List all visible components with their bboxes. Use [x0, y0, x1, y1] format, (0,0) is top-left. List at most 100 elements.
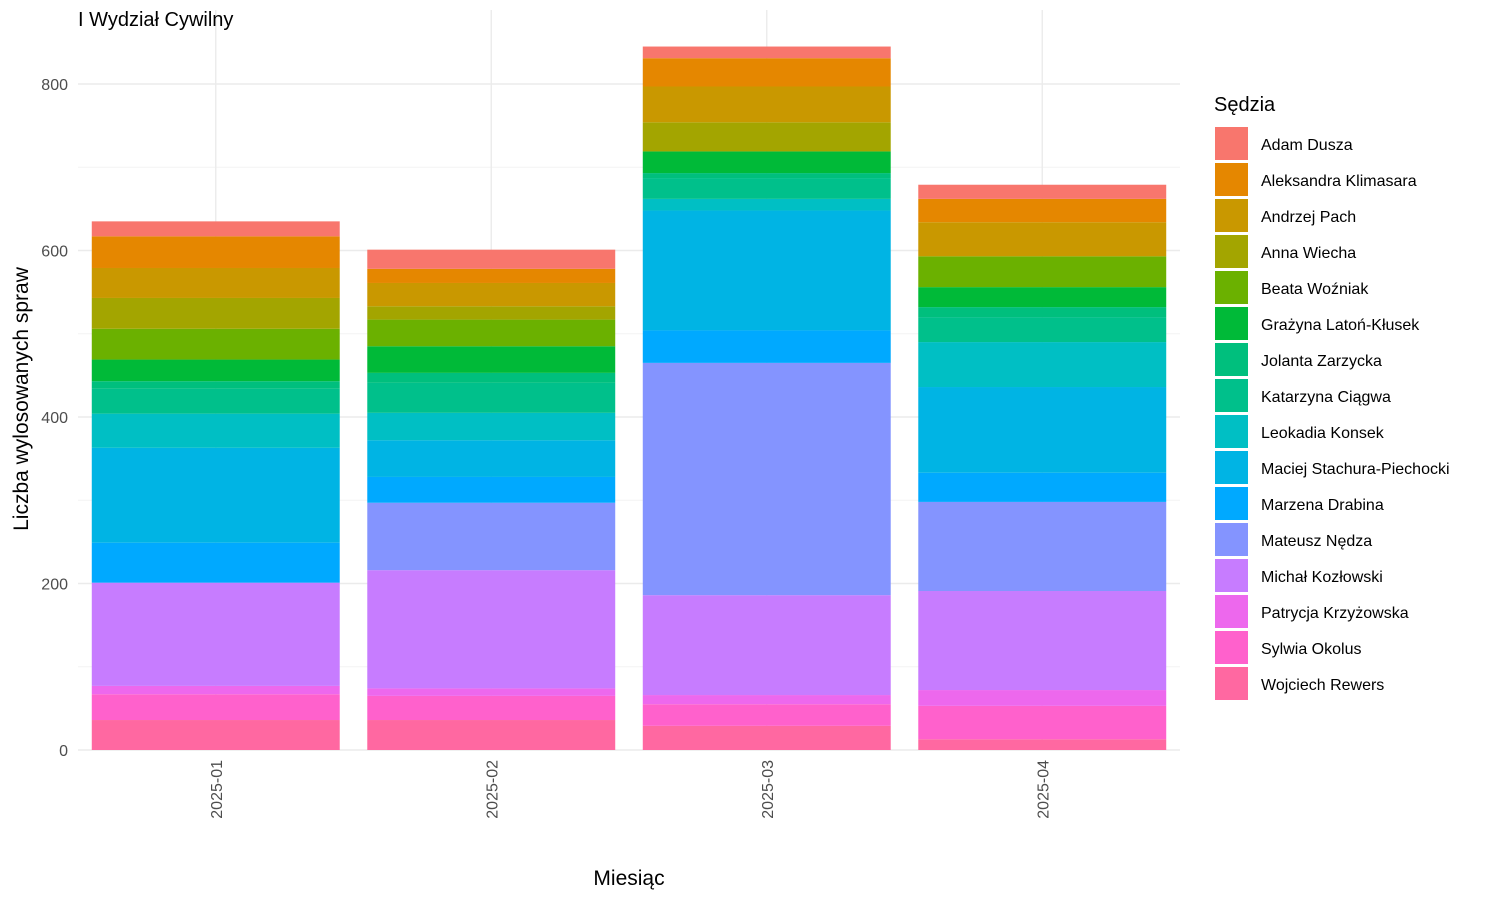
bar-segment — [918, 590, 1167, 691]
legend-swatch — [1215, 127, 1248, 160]
x-tick-label: 2025-02 — [484, 760, 501, 819]
legend-item: Maciej Stachura-Piechocki — [1215, 451, 1450, 484]
legend-item: Michał Kozłowski — [1215, 559, 1383, 592]
bar-segment — [642, 725, 891, 750]
legend-swatch — [1215, 523, 1248, 556]
bar-segment — [91, 413, 340, 448]
bar-segment — [91, 359, 340, 382]
bar-segment — [91, 542, 340, 583]
chart-title: I Wydział Cywilny — [78, 9, 233, 31]
legend-item: Aleksandra Klimasara — [1215, 163, 1417, 196]
legend-item: Katarzyna Ciągwa — [1215, 379, 1391, 412]
legend-label: Patrycja Krzyżowska — [1261, 605, 1409, 622]
bar-segment — [367, 476, 616, 503]
legend-label: Katarzyna Ciągwa — [1261, 389, 1391, 406]
bar-segment — [367, 440, 616, 477]
legend-swatch — [1215, 487, 1248, 520]
bar-segment — [642, 198, 891, 211]
bar-segment — [91, 236, 340, 268]
legend-item: Wojciech Rewers — [1215, 667, 1384, 700]
bar-segment — [642, 704, 891, 726]
bar-stack-2025-02 — [367, 249, 616, 750]
legend-label: Beata Woźniak — [1261, 281, 1369, 298]
legend-items: Adam Dusza Aleksandra Klimasara Andrzej Pa… — [1215, 127, 1450, 700]
bar-segment — [91, 328, 340, 360]
legend-swatch — [1215, 559, 1248, 592]
bar-segment — [918, 705, 1167, 740]
legend-label: Anna Wiecha — [1261, 245, 1356, 262]
legend-item: Leokadia Konsek — [1215, 415, 1385, 448]
bar-segment — [367, 346, 616, 373]
legend-swatch — [1215, 271, 1248, 304]
legend-item: Sylwia Okolus — [1215, 631, 1361, 664]
legend-label: Leokadia Konsek — [1261, 425, 1385, 442]
y-tick-label: 600 — [41, 244, 68, 261]
legend-label: Mateusz Nędza — [1261, 533, 1372, 550]
legend-label: Michał Kozłowski — [1261, 569, 1383, 586]
x-tick-label: 2025-03 — [760, 760, 777, 819]
bar-segment — [642, 86, 891, 123]
bar-segment — [91, 720, 340, 750]
legend-item: Adam Dusza — [1215, 127, 1353, 160]
bar-segment — [367, 268, 616, 283]
bar-segment — [642, 210, 891, 331]
bar-segment — [367, 688, 616, 696]
legend-swatch — [1215, 163, 1248, 196]
bar-segment — [367, 720, 616, 750]
x-tick-label: 2025-04 — [1035, 760, 1052, 819]
legend-swatch — [1215, 235, 1248, 268]
bar-segment — [918, 222, 1167, 257]
bar-segment — [918, 472, 1167, 502]
bar-segment — [918, 307, 1167, 318]
y-tick-label: 400 — [41, 410, 68, 427]
bar-segment — [91, 582, 340, 686]
x-axis-title: Miesiąc — [593, 867, 664, 890]
bar-segment — [918, 287, 1167, 308]
bar-segment — [367, 412, 616, 441]
legend-swatch — [1215, 631, 1248, 664]
bar-segment — [642, 362, 891, 596]
bar-segment — [91, 381, 340, 389]
legend-swatch — [1215, 451, 1248, 484]
y-tick-label: 0 — [59, 743, 68, 760]
bar-segment — [918, 690, 1167, 706]
bar-segment — [918, 387, 1167, 473]
legend-item: Anna Wiecha — [1215, 235, 1356, 268]
y-tick-label: 800 — [41, 77, 68, 94]
legend-item: Mateusz Nędza — [1215, 523, 1372, 556]
bar-segment — [91, 388, 340, 414]
legend-label: Jolanta Zarzycka — [1261, 353, 1382, 370]
y-tick-label: 200 — [41, 577, 68, 594]
legend-item: Andrzej Pach — [1215, 199, 1356, 232]
bar-segment — [918, 256, 1167, 288]
bar-segment — [642, 173, 891, 179]
bar-stack-2025-03 — [642, 46, 891, 750]
x-axis-ticks: 2025-01 2025-02 2025-03 2025-04 — [209, 760, 1053, 819]
legend-label: Maciej Stachura-Piechocki — [1261, 461, 1450, 478]
legend-title: Sędzia — [1214, 94, 1276, 116]
legend-swatch — [1215, 415, 1248, 448]
legend: Sędzia Adam Dusza Aleksandra Klimasara And… — [1214, 94, 1450, 700]
bar-segment — [918, 501, 1167, 591]
bar-segment — [918, 739, 1167, 750]
bar-segment — [642, 178, 891, 199]
bar-segment — [642, 695, 891, 705]
bar-segment — [918, 184, 1167, 199]
legend-label: Marzena Drabina — [1261, 497, 1384, 514]
bar-segment — [91, 694, 340, 721]
legend-swatch — [1215, 595, 1248, 628]
bar-segment — [367, 372, 616, 383]
bar-segment — [367, 249, 616, 269]
bar-segment — [91, 447, 340, 543]
bar-segment — [918, 317, 1167, 343]
legend-label: Grażyna Latoń-Kłusek — [1261, 317, 1420, 334]
y-axis-title: Liczba wylosowanych spraw — [10, 266, 33, 531]
bar-segment — [367, 319, 616, 347]
legend-item: Grażyna Latoń-Kłusek — [1215, 307, 1420, 340]
legend-item: Patrycja Krzyżowska — [1215, 595, 1409, 628]
bar-segment — [91, 221, 340, 237]
bar-segment — [91, 297, 340, 329]
bar-segment — [918, 198, 1167, 223]
legend-label: Wojciech Rewers — [1261, 677, 1384, 694]
